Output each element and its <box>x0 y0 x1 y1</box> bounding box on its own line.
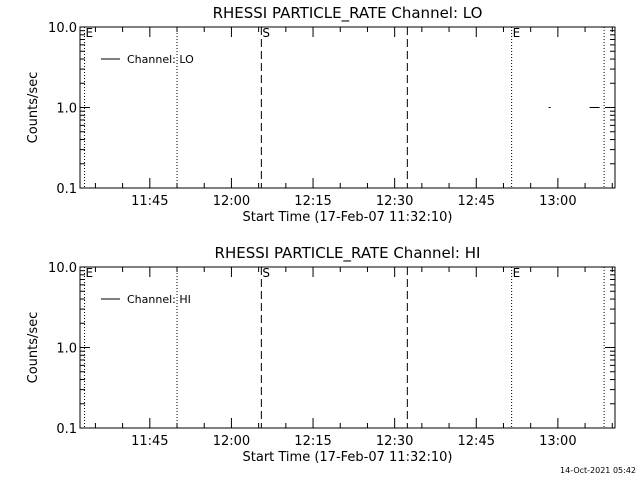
x-tick-label: 13:00 <box>539 434 576 449</box>
y-tick-label: 10.0 <box>48 21 77 36</box>
x-axis-label: Start Time (17-Feb-07 11:32:10) <box>243 210 453 225</box>
chart-title: RHESSI PARTICLE_RATE Channel: HI <box>215 244 481 263</box>
x-tick-label: 12:00 <box>213 434 250 449</box>
x-tick-label: 12:00 <box>213 194 250 209</box>
x-tick-label: 11:45 <box>131 434 168 449</box>
y-tick-label: 10.0 <box>48 261 77 276</box>
y-tick-label: 0.1 <box>56 182 77 197</box>
event-marker-label: E <box>513 26 521 40</box>
x-tick-label: 11:45 <box>131 194 168 209</box>
y-tick-label: 1.0 <box>56 102 77 117</box>
y-tick-label: 0.1 <box>56 422 77 437</box>
event-marker-label: S <box>262 26 270 40</box>
event-marker-label: E <box>86 266 94 280</box>
event-marker-label: E <box>86 26 94 40</box>
event-marker-label: S <box>262 266 270 280</box>
plot-frame <box>79 266 616 429</box>
panel-channel-hi: RHESSI PARTICLE_RATE Channel: HI 10.0 1.0 0… <box>26 244 616 465</box>
x-axis-label: Start Time (17-Feb-07 11:32:10) <box>243 450 453 465</box>
y-tick-label: 1.0 <box>56 342 77 357</box>
y-axis-label: Counts/sec <box>26 72 41 144</box>
x-tick-label: 12:15 <box>294 194 331 209</box>
plot-frame <box>79 26 616 189</box>
legend-entry: Channel: LO <box>127 53 194 66</box>
legend-entry: Channel: HI <box>127 293 191 306</box>
x-tick-label: 13:00 <box>539 194 576 209</box>
x-tick-label: 12:45 <box>458 434 495 449</box>
x-tick-label: 12:30 <box>376 434 413 449</box>
x-tick-label: 12:30 <box>376 194 413 209</box>
x-tick-label: 12:45 <box>458 194 495 209</box>
panel-channel-lo: RHESSI PARTICLE_RATE Channel: LO 10.0 1.0 0… <box>26 4 616 225</box>
footer-timestamp: 14-Oct-2021 05:42 <box>560 466 636 475</box>
chart-title: RHESSI PARTICLE_RATE Channel: LO <box>213 4 483 23</box>
x-tick-label: 12:15 <box>294 434 331 449</box>
event-marker-label: E <box>513 266 521 280</box>
y-axis-label: Counts/sec <box>26 312 41 384</box>
